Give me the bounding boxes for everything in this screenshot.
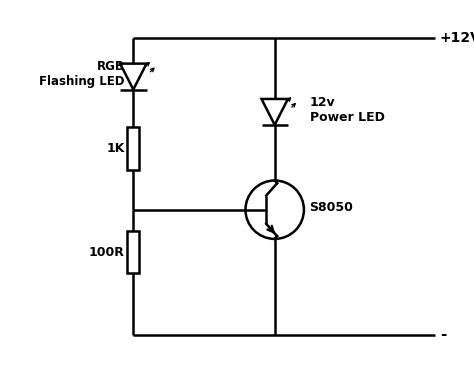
Text: +12V: +12V bbox=[440, 31, 474, 45]
Text: -: - bbox=[440, 327, 446, 342]
Text: RGB
Flashing LED: RGB Flashing LED bbox=[39, 60, 125, 88]
Bar bbox=[128, 231, 139, 273]
Text: 1K: 1K bbox=[107, 142, 125, 155]
Bar bbox=[128, 127, 139, 170]
Text: 12v
Power LED: 12v Power LED bbox=[310, 95, 385, 124]
Text: 100R: 100R bbox=[89, 246, 125, 259]
Text: S8050: S8050 bbox=[310, 201, 354, 214]
